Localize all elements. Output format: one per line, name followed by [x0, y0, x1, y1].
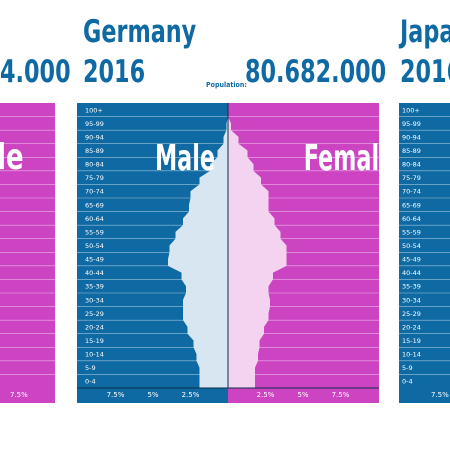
age-group-label: 0-4 — [85, 378, 96, 386]
age-group-label: 85-89 — [402, 147, 421, 155]
age-group-label: 60-64 — [85, 215, 104, 223]
x-tick-label: 7.5% — [107, 391, 125, 399]
population-label: Population: — [206, 81, 247, 89]
age-group-label: 50-54 — [85, 242, 104, 250]
female-legend-label: Female — [304, 138, 379, 180]
age-group-label: 75-79 — [85, 174, 104, 182]
x-tick-label: 5% — [297, 391, 308, 399]
age-group-label: 70-74 — [85, 188, 104, 196]
age-group-label: 35-39 — [85, 283, 104, 291]
age-group-label: 80-84 — [402, 161, 421, 169]
age-group-label: 25-29 — [85, 310, 104, 318]
year-title: 2016 — [83, 54, 146, 90]
x-tick-label: 5% — [147, 391, 158, 399]
male-area — [168, 103, 228, 388]
age-group-label: 100+ — [402, 106, 420, 114]
age-group-label: 100+ — [85, 106, 103, 114]
x-tick-label: 7.5% — [332, 391, 350, 399]
age-group-label: 30-34 — [402, 296, 421, 304]
age-group-label: 65-69 — [402, 201, 421, 209]
age-group-label: 20-24 — [402, 323, 421, 331]
male-legend-label: Male — [155, 138, 215, 180]
left-female-background — [0, 103, 55, 403]
age-group-label: 45-49 — [402, 256, 421, 264]
age-group-label: 55-59 — [85, 228, 104, 236]
age-group-label: 45-49 — [85, 256, 104, 264]
age-group-label: 5-9 — [85, 364, 96, 372]
age-group-label: 90-94 — [85, 133, 104, 141]
x-tick-label: 2.5% — [257, 391, 275, 399]
population-value: 80.682.000 — [245, 54, 387, 90]
age-group-label: 50-54 — [402, 242, 421, 250]
left-sex-label: le — [0, 137, 24, 178]
right-year-fragment: 2016 — [400, 54, 450, 90]
age-group-label: 25-29 — [402, 310, 421, 318]
age-group-label: 10-14 — [85, 351, 104, 359]
age-group-label: 65-69 — [85, 201, 104, 209]
age-group-label: 75-79 — [402, 174, 421, 182]
age-group-label: 80-84 — [85, 161, 104, 169]
female-area — [228, 103, 287, 388]
age-group-label: 30-34 — [85, 296, 104, 304]
age-group-label: 5-9 — [402, 364, 413, 372]
age-group-label: 40-44 — [402, 269, 421, 277]
left-tick-label: 7.5% — [10, 391, 28, 399]
age-group-label: 90-94 — [402, 133, 421, 141]
age-group-label: 95-99 — [85, 120, 104, 128]
age-group-label: 0-4 — [402, 378, 413, 386]
left-pyramid-fragment: le 7.5% — [0, 103, 55, 403]
right-male-background — [399, 103, 450, 403]
right-tick-label: 7.5% — [431, 391, 449, 399]
age-group-label: 15-19 — [85, 337, 104, 345]
age-group-label: 60-64 — [402, 215, 421, 223]
age-group-label: 10-14 — [402, 351, 421, 359]
age-group-label: 70-74 — [402, 188, 421, 196]
population-pyramid: 0-4 5-9 10-14 15-19 20-24 25-29 30-34 35-39 40-4… — [77, 103, 379, 403]
right-country-fragment: Japa — [400, 14, 450, 50]
age-group-label: 55-59 — [402, 228, 421, 236]
age-group-label: 95-99 — [402, 120, 421, 128]
age-group-label: 20-24 — [85, 323, 104, 331]
age-group-label: 40-44 — [85, 269, 104, 277]
right-pyramid-fragment: 0-4 5-9 10-14 15-19 20-24 25-29 30-34 35-39 40-4… — [399, 103, 450, 403]
left-population-fragment: 4.000 — [0, 54, 71, 90]
age-group-label: 35-39 — [402, 283, 421, 291]
country-title: Germany — [83, 14, 197, 50]
x-tick-label: 2.5% — [182, 391, 200, 399]
age-group-label: 85-89 — [85, 147, 104, 155]
age-group-label: 15-19 — [402, 337, 421, 345]
